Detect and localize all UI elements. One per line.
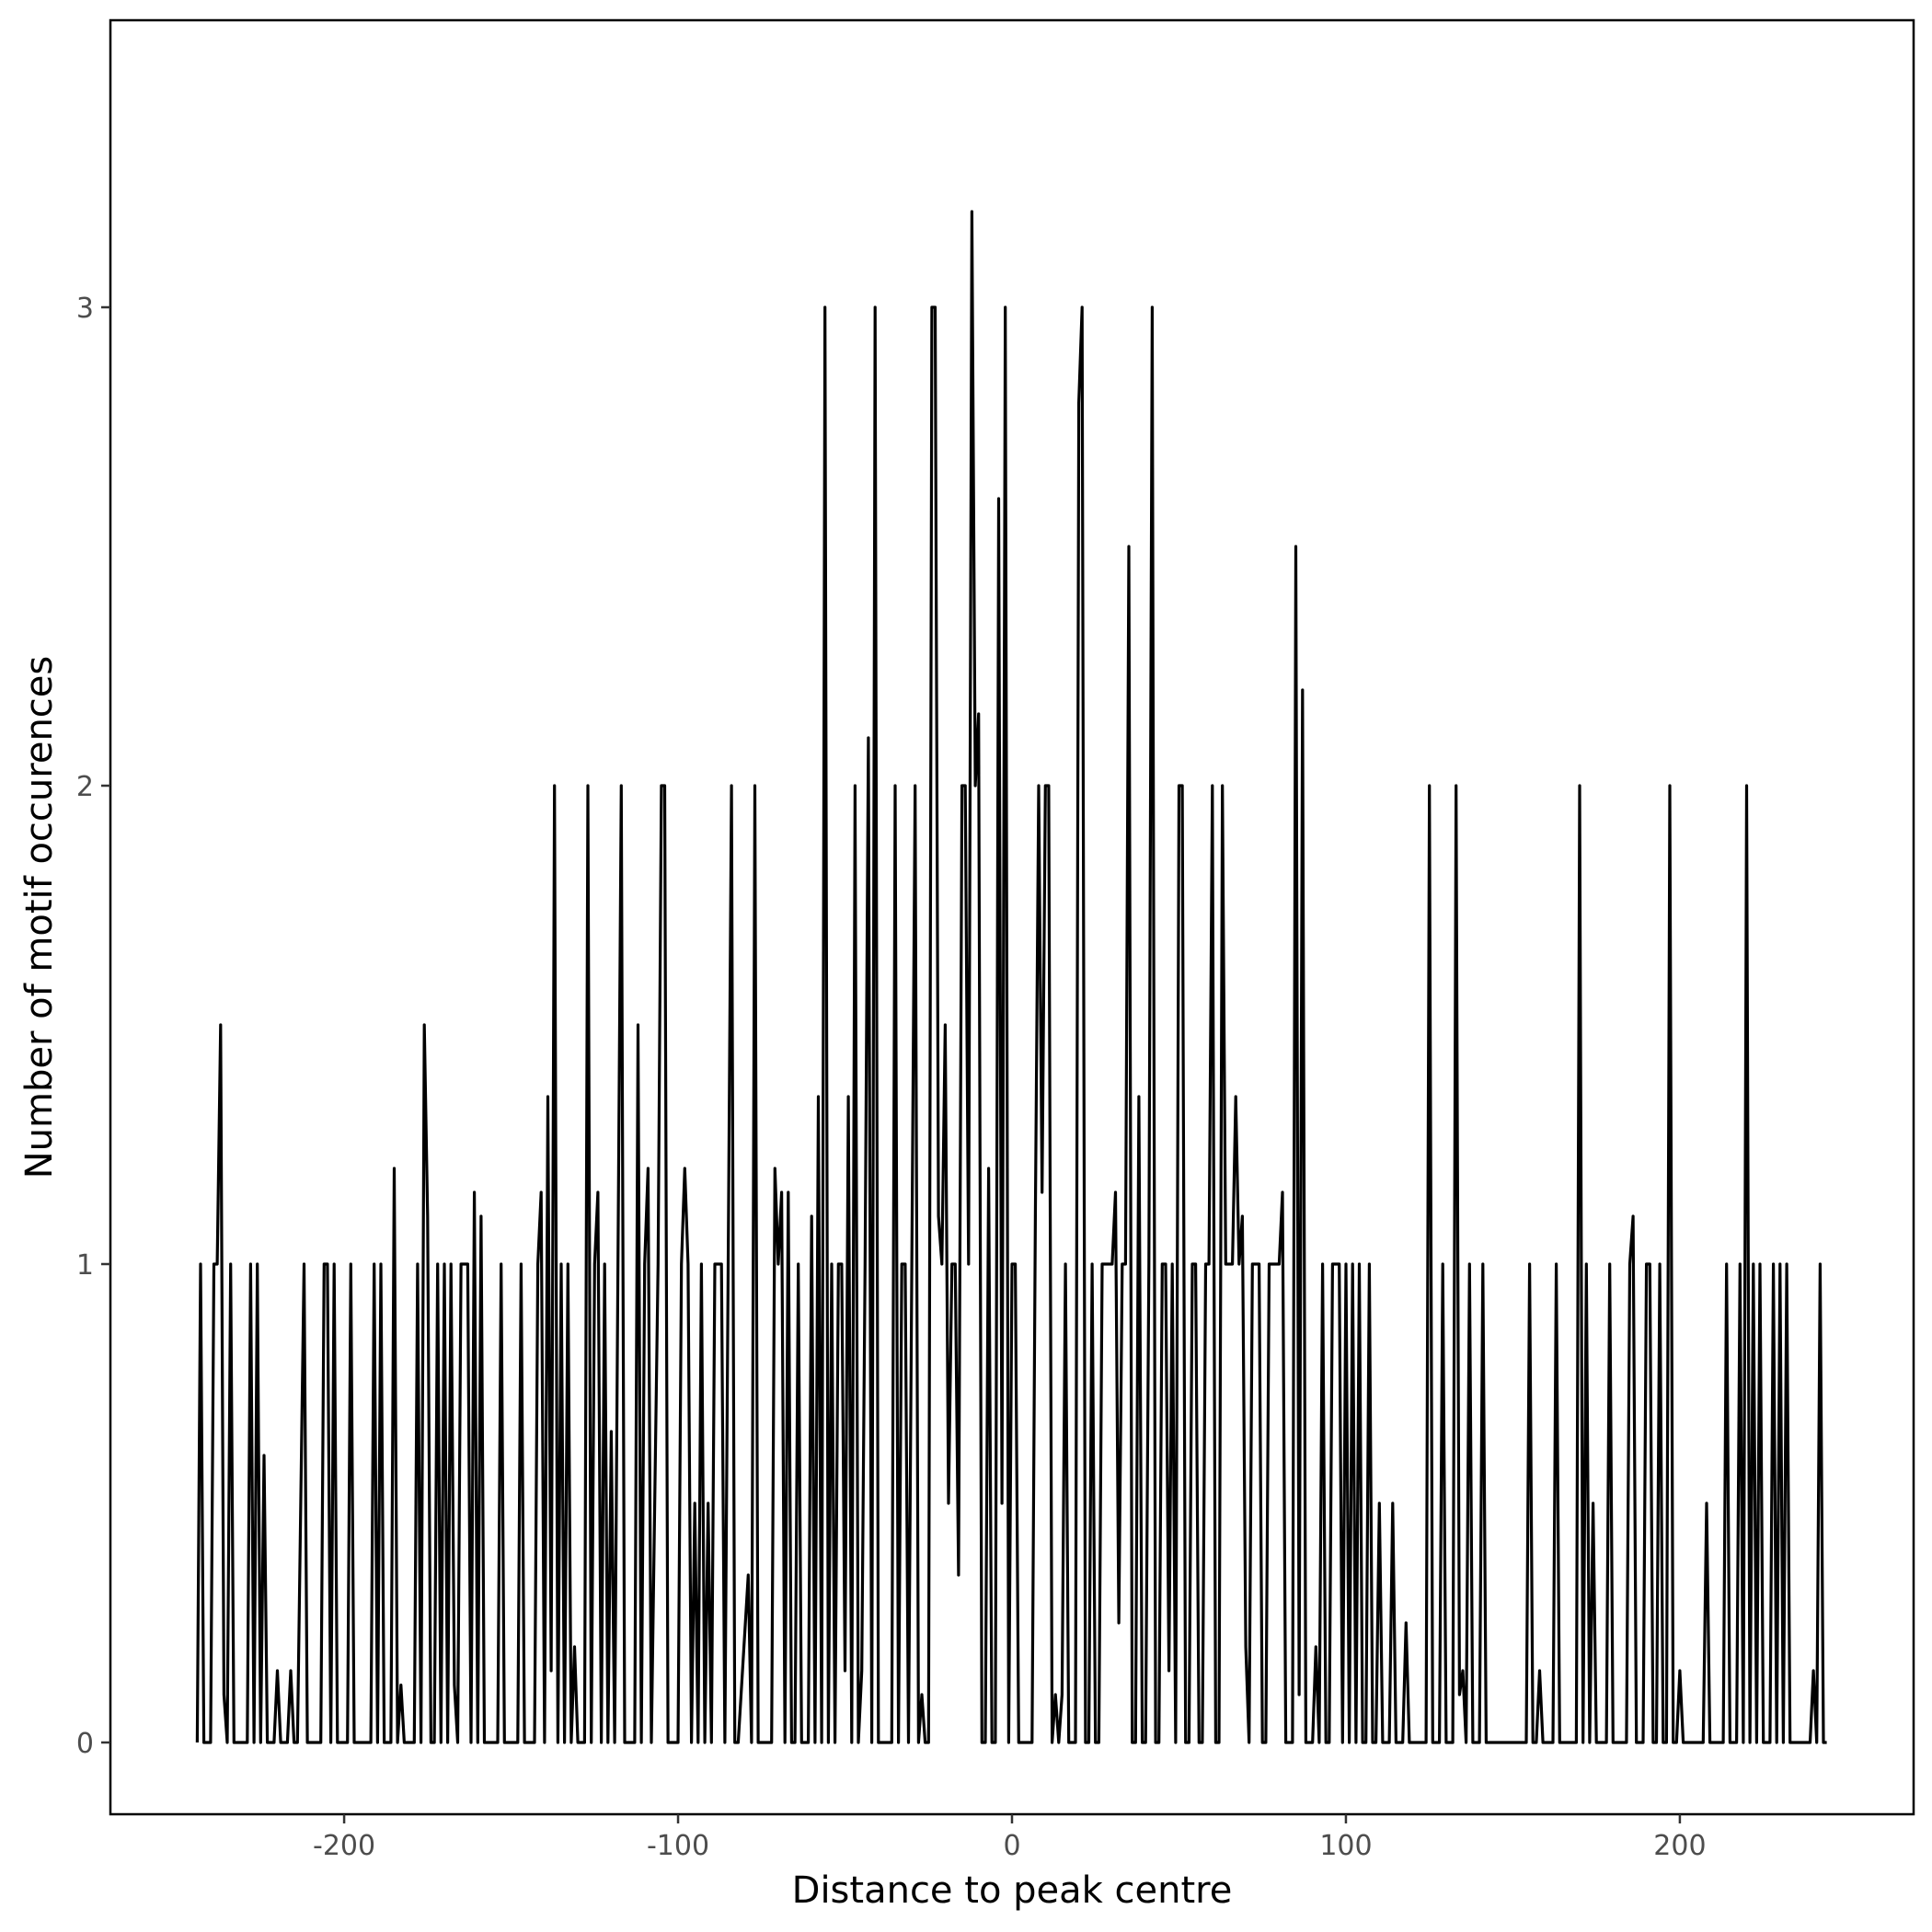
y-tick-label: 2 <box>76 771 94 803</box>
y-tick-label: 3 <box>76 293 94 325</box>
x-tick-label: 100 <box>1319 1830 1372 1862</box>
y-axis: 0 1 2 3 <box>76 293 110 1760</box>
x-tick-label: -100 <box>647 1830 709 1862</box>
y-axis-title: Number of motif occurences <box>18 656 61 1179</box>
y-tick-label: 0 <box>76 1728 94 1760</box>
series-layer <box>195 210 1827 1744</box>
y-tick-label: 1 <box>76 1249 94 1282</box>
x-tick-label: 0 <box>1003 1830 1020 1862</box>
x-tick-label: -200 <box>313 1830 375 1862</box>
x-tick-label: 200 <box>1653 1830 1706 1862</box>
x-axis: -200 -100 0 100 200 <box>313 1814 1707 1862</box>
series-line <box>195 210 1827 1744</box>
x-axis-title: Distance to peak centre <box>792 1869 1233 1912</box>
